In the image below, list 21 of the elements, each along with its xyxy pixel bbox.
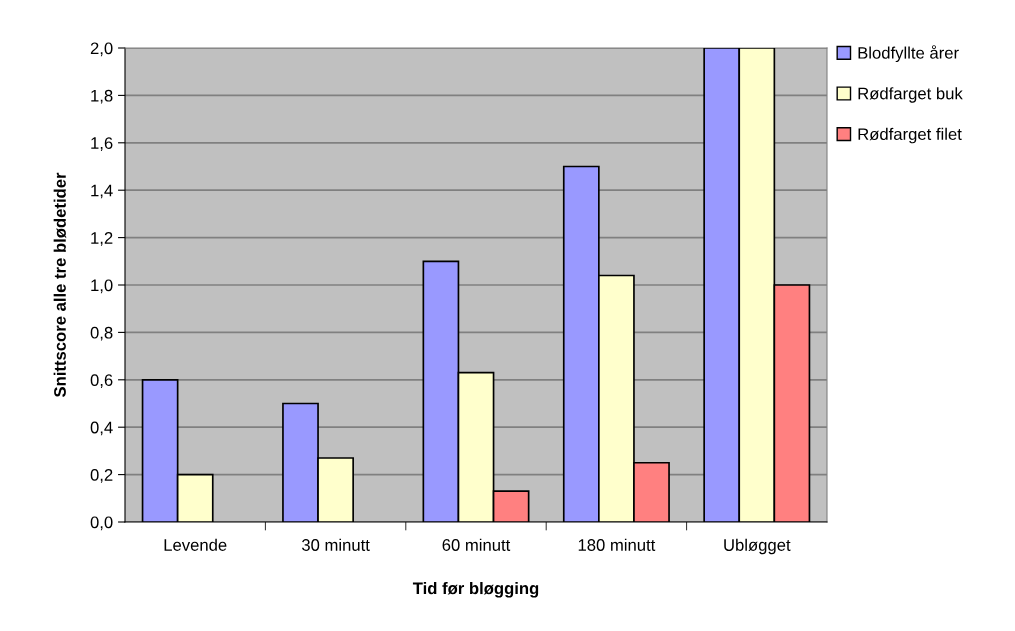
y-tick-label: 0,8 <box>90 326 113 341</box>
y-tick-label: 1,8 <box>91 89 113 104</box>
y-tick-label: 0,2 <box>90 469 113 483</box>
y-tick-label: 0,4 <box>90 421 113 436</box>
y-tick-label: 1,0 <box>91 279 113 294</box>
y-axis-title: Snittscore alle tre blødetider <box>53 172 67 398</box>
y-tick-label: 2,0 <box>90 42 113 57</box>
x-tick-label: Levende <box>164 538 227 551</box>
x-axis-title: Tid før bløgging <box>412 581 539 598</box>
legend-label: Rødfarget filet <box>858 127 962 144</box>
x-tick-label: 30 minutt <box>301 538 370 551</box>
y-tick-label: 1,6 <box>91 137 113 151</box>
y-tick-label: 0,6 <box>90 374 113 388</box>
y-tick-label: 0,0 <box>90 516 113 531</box>
legend-label: Blodfyllte årer <box>858 45 959 63</box>
x-tick-label: 60 minutt <box>442 538 511 551</box>
y-tick-label: 1,2 <box>91 232 113 246</box>
x-tick-label: 180 minutt <box>578 538 656 551</box>
x-tick-label: Ubløgget <box>724 538 791 555</box>
legend-label: Rødfarget buk <box>858 87 963 103</box>
y-tick-label: 1,4 <box>91 184 113 199</box>
